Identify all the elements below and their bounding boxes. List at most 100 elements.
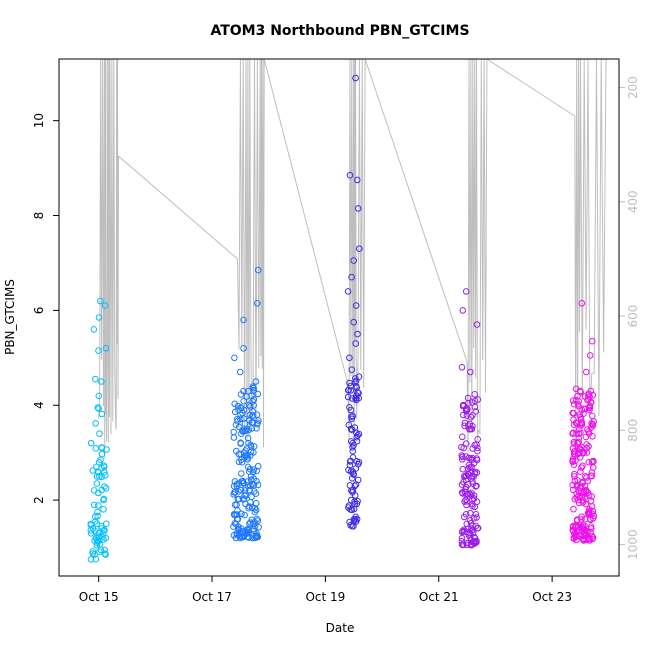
data-point <box>87 439 95 447</box>
y-axis-label: PBN_GTCIMS <box>3 279 17 355</box>
data-point <box>95 314 103 321</box>
data-point <box>572 457 579 465</box>
data-point <box>588 337 596 345</box>
data-point <box>577 446 584 453</box>
data-point <box>578 464 585 471</box>
data-point <box>570 505 577 513</box>
data-point <box>466 426 473 433</box>
data-point <box>348 366 356 374</box>
data-point <box>467 455 474 462</box>
data-point <box>586 406 593 414</box>
data-point <box>350 522 357 530</box>
data-point <box>254 517 262 524</box>
data-point <box>569 430 576 438</box>
data-point <box>461 498 468 505</box>
y-tick-label: 4 <box>32 401 46 409</box>
data-point <box>588 469 596 476</box>
data-point <box>98 410 106 418</box>
data-point <box>473 321 481 328</box>
data-point <box>572 385 580 393</box>
data-point <box>248 425 255 432</box>
data-point <box>350 442 357 449</box>
data-point <box>590 512 598 520</box>
data-point <box>574 392 581 400</box>
data-point <box>588 493 596 500</box>
data-point <box>584 528 591 535</box>
data-point <box>461 472 469 480</box>
data-point <box>253 300 261 307</box>
data-point <box>346 404 353 411</box>
data-point <box>90 326 98 333</box>
data-point <box>244 525 252 533</box>
data-point <box>245 401 253 409</box>
data-point <box>583 444 591 452</box>
data-point <box>353 396 360 404</box>
data-point <box>459 456 466 463</box>
data-point <box>458 364 466 371</box>
y2-tick-label: 1000 <box>626 529 640 560</box>
x-tick-label: Oct 17 <box>192 590 232 604</box>
data-point <box>348 475 356 482</box>
data-point <box>572 522 580 530</box>
data-point <box>347 387 355 394</box>
data-point <box>582 530 590 537</box>
data-point <box>589 391 597 399</box>
data-point <box>248 413 256 420</box>
data-point <box>579 478 586 486</box>
data-point <box>573 396 580 404</box>
data-point <box>95 405 102 412</box>
x-tick-label: Oct 15 <box>79 590 119 604</box>
data-point <box>231 354 238 362</box>
data-point <box>254 462 262 470</box>
data-point <box>468 540 476 548</box>
data-point <box>248 504 256 511</box>
data-point <box>252 500 260 507</box>
data-point <box>459 433 466 441</box>
data-point <box>235 451 243 458</box>
point-cluster-1 <box>87 297 110 563</box>
data-point <box>458 541 466 549</box>
data-point <box>92 445 100 452</box>
data-point <box>98 378 105 385</box>
data-point <box>581 490 589 497</box>
data-point <box>101 483 108 490</box>
data-point <box>254 390 262 398</box>
data-point <box>94 512 101 520</box>
data-point <box>238 533 245 541</box>
data-point <box>586 509 593 516</box>
data-point <box>346 458 354 465</box>
data-point <box>346 171 354 179</box>
data-point <box>349 486 357 494</box>
y2-tick-label: 200 <box>626 76 640 99</box>
data-point <box>349 395 356 402</box>
data-point <box>467 368 474 376</box>
data-point <box>237 391 245 398</box>
data-point <box>468 399 476 406</box>
data-point <box>237 440 244 447</box>
data-point <box>240 316 247 324</box>
data-point <box>233 482 240 490</box>
data-point <box>96 430 103 438</box>
data-point <box>351 482 359 490</box>
data-point <box>102 472 109 479</box>
data-point <box>578 516 585 523</box>
data-point <box>232 421 240 429</box>
data-point <box>255 523 262 531</box>
data-point <box>586 535 593 542</box>
data-point <box>238 470 245 477</box>
data-point <box>92 555 100 563</box>
point-cluster-4 <box>458 288 482 549</box>
data-point <box>241 511 248 519</box>
data-point <box>466 490 474 498</box>
data-point <box>102 485 110 492</box>
data-point <box>471 403 479 411</box>
data-point <box>240 345 247 352</box>
data-point <box>244 387 252 395</box>
data-point <box>350 318 358 326</box>
data-point <box>588 503 596 510</box>
data-point <box>585 428 592 435</box>
data-point <box>589 508 597 515</box>
data-point <box>234 507 241 514</box>
data-point <box>468 425 476 433</box>
